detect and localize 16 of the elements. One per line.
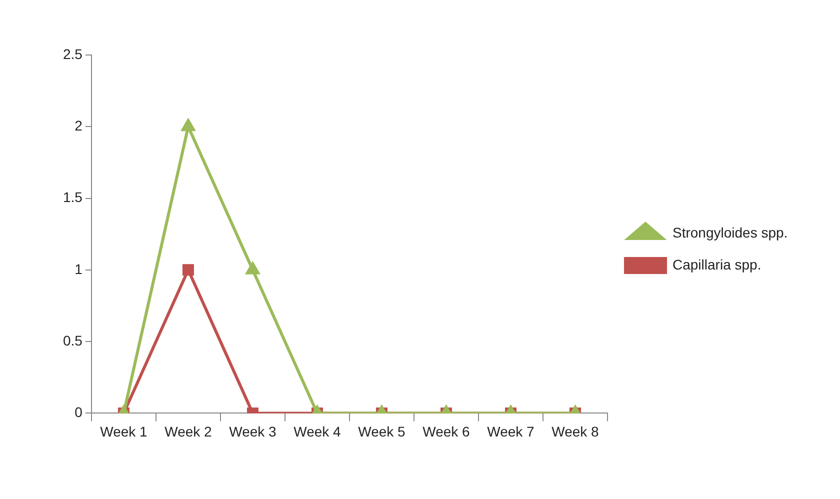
y-tick-label: 1.5 (62, 189, 83, 206)
x-tick-label: Week 3 (229, 423, 277, 440)
legend-label: Strongyloides spp. (672, 224, 788, 240)
x-tick-label: Week 2 (164, 423, 212, 440)
x-tick-label: Week 6 (422, 423, 470, 440)
x-tick-label: Week 8 (552, 423, 600, 440)
y-tick-label: 0 (74, 404, 83, 420)
legend-label: Capillaria spp. (672, 256, 762, 272)
x-tick-label: Week 1 (100, 423, 148, 440)
x-tick-label: Week 5 (358, 423, 406, 440)
y-tick-label: 0.5 (62, 332, 83, 348)
y-tick-label: 2.5 (62, 46, 83, 62)
y-tick-label: 1 (74, 260, 83, 277)
x-tick-label: Week 7 (487, 423, 535, 440)
y-tick-label: 2 (74, 118, 83, 134)
x-tick-label: Week 4 (294, 423, 342, 440)
